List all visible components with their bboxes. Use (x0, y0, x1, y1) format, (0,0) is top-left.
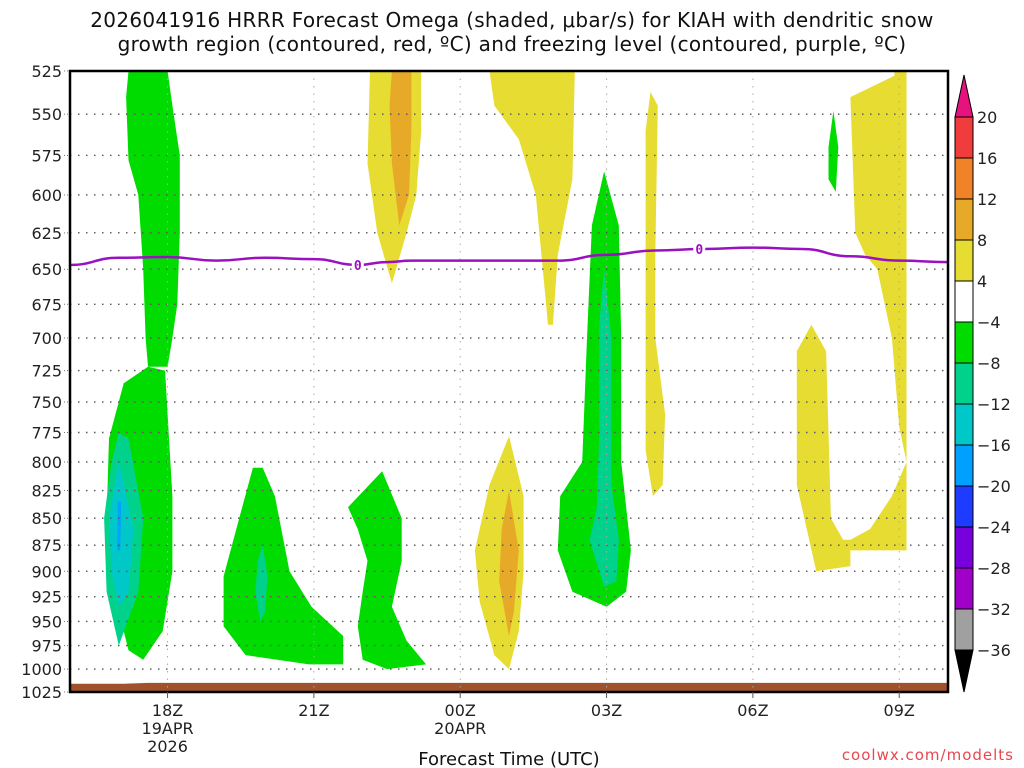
x-tick-label: 19APR (142, 719, 194, 738)
colorbar-label: 8 (977, 231, 987, 250)
y-tick-label: 950 (31, 612, 62, 631)
y-tick-label: 650 (31, 260, 62, 279)
y-tick-label: 600 (31, 186, 62, 205)
colorbar-band (954, 157, 974, 200)
omega-region-green (828, 110, 839, 192)
x-tick-label: 20APR (434, 719, 486, 738)
x-tick-label: 00Z (445, 701, 476, 720)
colorbar-band (954, 567, 974, 610)
y-axis: 525 550 575 600 625 650 675 700 725 750 775 800 825 8… (21, 62, 70, 702)
omega-region-green (223, 467, 344, 665)
x-tick-label: 21Z (298, 701, 329, 720)
colorbar-top-arrow (954, 74, 974, 118)
colorbar-label: 4 (977, 272, 987, 291)
y-tick-label: 975 (31, 637, 62, 656)
omega-region-teal (255, 545, 268, 622)
colorbar-band (954, 485, 974, 528)
omega-region-cyan (109, 462, 134, 607)
ground-fill (70, 682, 948, 692)
colorbar-band (954, 403, 974, 446)
x-axis-title: Forecast Time (UTC) (418, 749, 599, 768)
omega-shaded-regions (104, 71, 907, 670)
colorbar-label: −20 (977, 477, 1011, 496)
freezing-level-label: 0 (695, 243, 703, 258)
y-tick-label: 675 (31, 295, 62, 314)
colorbar-label: −24 (977, 518, 1011, 537)
colorbar-label: 20 (977, 108, 997, 127)
y-tick-label: 525 (31, 62, 62, 81)
colorbar-band (954, 198, 974, 241)
y-tick-label: 700 (31, 329, 62, 348)
freezing-label-bg (693, 241, 706, 258)
y-tick-label: 875 (31, 536, 62, 555)
y-tick-label: 825 (31, 482, 62, 501)
y-tick-label: 750 (31, 393, 62, 412)
x-tick-label: 2026 (147, 737, 188, 756)
omega-region-blue (117, 501, 122, 551)
freezing-level-contour: 00 (70, 241, 948, 274)
y-tick-label: 725 (31, 362, 62, 381)
y-tick-label: 1025 (21, 683, 62, 702)
omega-region-yellow (645, 92, 666, 497)
omega-region-green (348, 471, 427, 670)
omega-region-teal (589, 269, 619, 587)
y-tick-label: 1000 (21, 660, 62, 679)
plot-frame (68, 69, 950, 694)
y-tick-label: 800 (31, 453, 62, 472)
y-tick-label: 850 (31, 509, 62, 528)
x-tick-label: 18Z (152, 701, 183, 720)
colorbar-band (954, 239, 974, 282)
y-tick-label: 900 (31, 562, 62, 581)
chart-title: 2026041916 HRRR Forecast Omega (shaded, … (0, 8, 1024, 56)
colorbar-label: 12 (977, 190, 997, 209)
colorbar-band (954, 321, 974, 364)
x-tick-label: 06Z (737, 701, 768, 720)
plot-border (68, 69, 950, 694)
colorbar-band (954, 526, 974, 569)
colorbar-label: 16 (977, 149, 997, 168)
freezing-level-line (70, 246, 948, 267)
colorbar-label: −12 (977, 395, 1011, 414)
colorbar-band (954, 280, 974, 323)
colorbar-band (954, 116, 974, 159)
x-tick-label: 03Z (591, 701, 622, 720)
freezing-level-label: 0 (354, 259, 362, 274)
colorbar-band (954, 362, 974, 405)
colorbar-label: −4 (977, 313, 1001, 332)
omega-region-gold (499, 490, 519, 636)
chart-title-line-1: 2026041916 HRRR Forecast Omega (shaded, … (90, 8, 934, 32)
colorbar-label: −32 (977, 600, 1011, 619)
y-tick-label: 550 (31, 105, 62, 124)
omega-region-yellow (489, 71, 575, 325)
x-tick-label: 09Z (884, 701, 915, 720)
chart-title-line-2: growth region (contoured, red, ºC) and f… (117, 32, 907, 56)
grid-lines (70, 70, 948, 693)
y-tick-label: 775 (31, 423, 62, 442)
omega-region-yellow (850, 71, 907, 462)
y-tick-label: 575 (31, 146, 62, 165)
ground-layer (70, 682, 948, 692)
omega-region-green (126, 71, 180, 367)
omega-region-yellow (796, 324, 907, 572)
colorbar-bottom-arrow (954, 649, 974, 693)
colorbar-label: −36 (977, 641, 1011, 660)
colorbar-label: −16 (977, 436, 1011, 455)
colorbar: 20 16 12 8 4 −4 −8 −12 −16 −20 −24 −28 −32 −36 (954, 74, 1011, 693)
colorbar-label: −28 (977, 559, 1011, 578)
colorbar-label: −8 (977, 354, 1001, 373)
colorbar-band (954, 608, 974, 651)
freezing-label-bg (351, 256, 364, 273)
colorbar-band (954, 444, 974, 487)
omega-region-gold (389, 71, 412, 226)
credit-link[interactable]: coolwx.com/modelts (842, 746, 1014, 764)
y-tick-label: 925 (31, 588, 62, 607)
y-tick-label: 625 (31, 224, 62, 243)
